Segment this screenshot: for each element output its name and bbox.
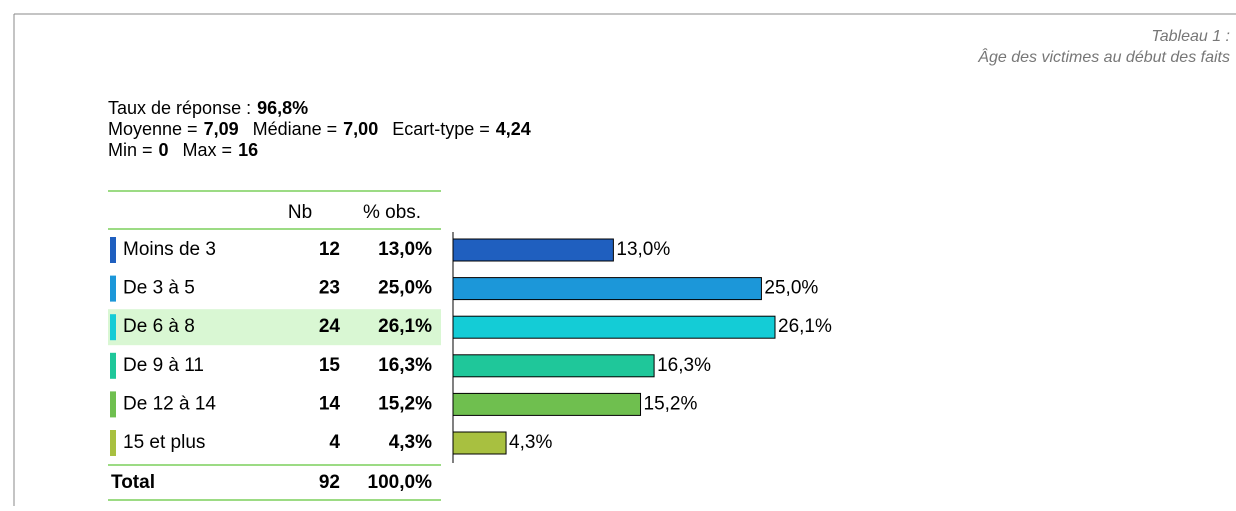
- bar-label: 26,1%: [778, 316, 832, 337]
- percent: 13,0%: [378, 239, 432, 260]
- count: 15: [319, 355, 341, 376]
- stat-label: Médiane =: [253, 119, 338, 139]
- stats-line: Min = 0 Max = 16: [108, 140, 258, 160]
- percent: 26,1%: [378, 316, 432, 337]
- bar-label: 15,2%: [644, 393, 698, 414]
- caption-line: Âge des victimes au début des faits: [977, 47, 1230, 66]
- bar: [452, 431, 507, 455]
- row-highlight: [108, 309, 441, 346]
- count: 24: [319, 316, 341, 337]
- stat-label: Min =: [108, 140, 153, 160]
- total-count: 92: [319, 472, 340, 493]
- total-percent: 100,0%: [368, 472, 433, 493]
- stat-label: Taux de réponse :: [108, 98, 251, 118]
- bar-label: 25,0%: [764, 278, 818, 299]
- count: 12: [319, 239, 340, 260]
- row-label: De 3 à 5: [123, 278, 195, 299]
- row-label: 15 et plus: [123, 432, 205, 453]
- row-label: De 12 à 14: [123, 393, 216, 414]
- color-key: [110, 391, 116, 418]
- stat-value: 0: [159, 140, 169, 160]
- bar-label: 16,3%: [657, 355, 711, 376]
- bar: [452, 238, 614, 262]
- bar-label: 13,0%: [616, 239, 670, 260]
- row-label: De 6 à 8: [123, 316, 195, 337]
- percent: 4,3%: [389, 432, 432, 453]
- count: 23: [319, 278, 340, 299]
- stat-label: Moyenne =: [108, 119, 198, 139]
- count: 14: [319, 393, 341, 414]
- total-label: Total: [111, 472, 155, 493]
- stat-label: Max =: [183, 140, 233, 160]
- stat-value: 7,00: [343, 119, 378, 139]
- bar: [452, 354, 655, 378]
- column-header: Nb: [288, 202, 312, 223]
- percent: 25,0%: [378, 278, 432, 299]
- color-key: [110, 430, 116, 456]
- stat-value: 7,09: [204, 119, 239, 139]
- color-key: [110, 314, 116, 341]
- stat-value: 16: [238, 140, 258, 160]
- bar-label: 4,3%: [509, 432, 552, 453]
- stat-label: Ecart-type =: [392, 119, 490, 139]
- percent: 15,2%: [378, 393, 432, 414]
- color-key: [110, 237, 116, 263]
- stat-value: 4,24: [496, 119, 531, 139]
- color-key: [110, 352, 116, 379]
- bar: [452, 315, 776, 339]
- row-label: Moins de 3: [123, 239, 216, 260]
- percent: 16,3%: [378, 355, 432, 376]
- stats-line: Moyenne = 7,09 Médiane = 7,00 Ecart-type = 4,…: [108, 119, 531, 139]
- bar: [452, 392, 642, 416]
- count: 4: [329, 432, 340, 453]
- stat-value: 96,8%: [257, 98, 308, 118]
- color-key: [110, 275, 116, 302]
- caption-line: Tableau 1 :: [1151, 28, 1230, 45]
- column-header: % obs.: [363, 202, 421, 223]
- row-label: De 9 à 11: [123, 355, 204, 376]
- stats-line: Taux de réponse : 96,8%: [108, 98, 308, 118]
- bar: [452, 277, 762, 301]
